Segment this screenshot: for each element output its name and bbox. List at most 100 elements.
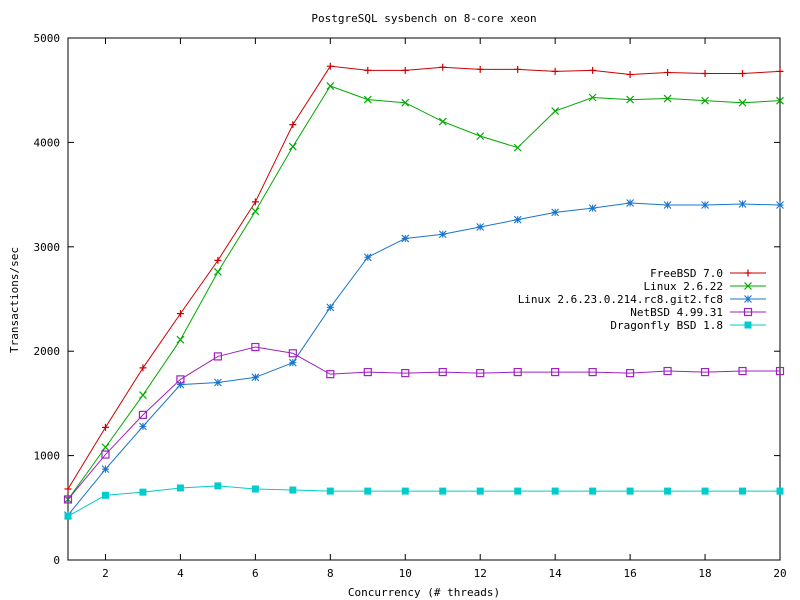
data-point bbox=[551, 67, 559, 75]
data-point bbox=[744, 282, 752, 290]
data-point bbox=[776, 67, 784, 75]
x-tick-label: 16 bbox=[623, 567, 636, 580]
data-point bbox=[176, 484, 184, 492]
data-point bbox=[476, 369, 485, 378]
x-axis-label: Concurrency (# threads) bbox=[348, 586, 500, 599]
data-point bbox=[289, 121, 297, 129]
data-point bbox=[401, 234, 410, 243]
data-point bbox=[176, 335, 185, 344]
x-tick-label: 10 bbox=[399, 567, 412, 580]
data-point bbox=[176, 375, 185, 384]
data-point bbox=[214, 482, 222, 490]
series-line bbox=[67, 346, 780, 500]
x-tick-label: 6 bbox=[252, 567, 259, 580]
data-point bbox=[589, 487, 597, 495]
data-point bbox=[139, 391, 147, 399]
data-point bbox=[401, 66, 409, 74]
data-point bbox=[551, 208, 560, 217]
data-point bbox=[364, 487, 372, 495]
legend-label: NetBSD 4.99.31 bbox=[630, 306, 723, 319]
legend-label: Dragonfly BSD 1.8 bbox=[610, 319, 723, 332]
data-point bbox=[743, 307, 753, 317]
data-point bbox=[514, 65, 522, 73]
data-point bbox=[663, 201, 672, 209]
series bbox=[64, 199, 784, 519]
data-point bbox=[214, 378, 222, 387]
data-point bbox=[326, 62, 334, 70]
legend-item: FreeBSD 7.0 bbox=[650, 267, 766, 280]
data-point bbox=[139, 488, 147, 496]
data-point bbox=[176, 310, 184, 318]
series-line bbox=[67, 202, 781, 516]
data-point bbox=[214, 256, 222, 264]
data-point bbox=[288, 349, 297, 358]
legend-label: Linux 2.6.23.0.214.rc8.git2.fc8 bbox=[518, 293, 723, 306]
legend-label: FreeBSD 7.0 bbox=[650, 267, 723, 280]
data-point bbox=[326, 82, 335, 90]
data-point bbox=[101, 443, 110, 452]
data-point bbox=[738, 200, 747, 208]
data-point bbox=[738, 366, 747, 376]
data-point bbox=[739, 487, 747, 495]
x-tick-label: 8 bbox=[327, 567, 334, 580]
data-point bbox=[251, 485, 259, 493]
series bbox=[64, 62, 784, 493]
axis-ticks: 0 1000 2000 3000 4000 5000 2 4 6 8 10 12 14 16 18 20 bbox=[34, 32, 787, 580]
y-tick-label: 2000 bbox=[34, 345, 61, 358]
series-line bbox=[67, 65, 781, 490]
data-point bbox=[288, 142, 297, 151]
data-point bbox=[744, 321, 752, 329]
data-point bbox=[626, 95, 635, 104]
x-tick-label: 4 bbox=[177, 567, 184, 580]
data-point bbox=[251, 373, 260, 382]
data-point bbox=[744, 269, 752, 277]
data-point bbox=[551, 107, 560, 116]
legend-item: Dragonfly BSD 1.8 bbox=[610, 319, 766, 332]
data-point bbox=[513, 143, 522, 152]
data-point bbox=[101, 450, 110, 459]
data-point bbox=[776, 201, 784, 209]
series bbox=[64, 482, 784, 520]
x-tick-label: 2 bbox=[102, 567, 109, 580]
data-point bbox=[551, 487, 559, 495]
data-point bbox=[664, 487, 672, 495]
data-point bbox=[663, 366, 672, 376]
y-tick-label: 1000 bbox=[34, 450, 61, 463]
data-point bbox=[326, 487, 334, 495]
data-point bbox=[476, 223, 485, 231]
data-point bbox=[476, 487, 484, 495]
data-point bbox=[588, 93, 597, 102]
data-point bbox=[626, 199, 634, 207]
series-line bbox=[67, 85, 781, 500]
data-point bbox=[138, 410, 148, 419]
x-tick-label: 14 bbox=[549, 567, 563, 580]
data-point bbox=[775, 366, 785, 376]
data-point bbox=[701, 201, 709, 209]
data-point bbox=[438, 117, 447, 126]
data-point bbox=[139, 364, 147, 372]
series bbox=[63, 342, 785, 504]
data-point bbox=[364, 66, 372, 74]
data-point bbox=[513, 215, 522, 224]
data-point bbox=[251, 342, 260, 352]
plot-frame bbox=[67, 37, 781, 561]
data-point bbox=[626, 487, 634, 495]
data-point bbox=[514, 487, 522, 495]
data-point bbox=[701, 96, 709, 105]
series-line bbox=[67, 485, 780, 517]
y-tick-label: 3000 bbox=[34, 241, 61, 254]
data-point bbox=[101, 423, 109, 431]
data-point bbox=[439, 487, 447, 495]
data-point bbox=[776, 96, 784, 105]
data-point bbox=[401, 487, 409, 495]
data-point bbox=[64, 512, 72, 520]
y-tick-label: 5000 bbox=[34, 32, 61, 45]
data-point bbox=[476, 132, 485, 141]
data-point bbox=[664, 68, 672, 76]
legend-item: NetBSD 4.99.31 bbox=[630, 306, 766, 319]
data-point bbox=[744, 295, 752, 303]
legend-item: Linux 2.6.23.0.214.rc8.git2.fc8 bbox=[518, 293, 766, 306]
data-point bbox=[64, 485, 72, 493]
chart-title: PostgreSQL sysbench on 8-core xeon bbox=[311, 12, 536, 25]
